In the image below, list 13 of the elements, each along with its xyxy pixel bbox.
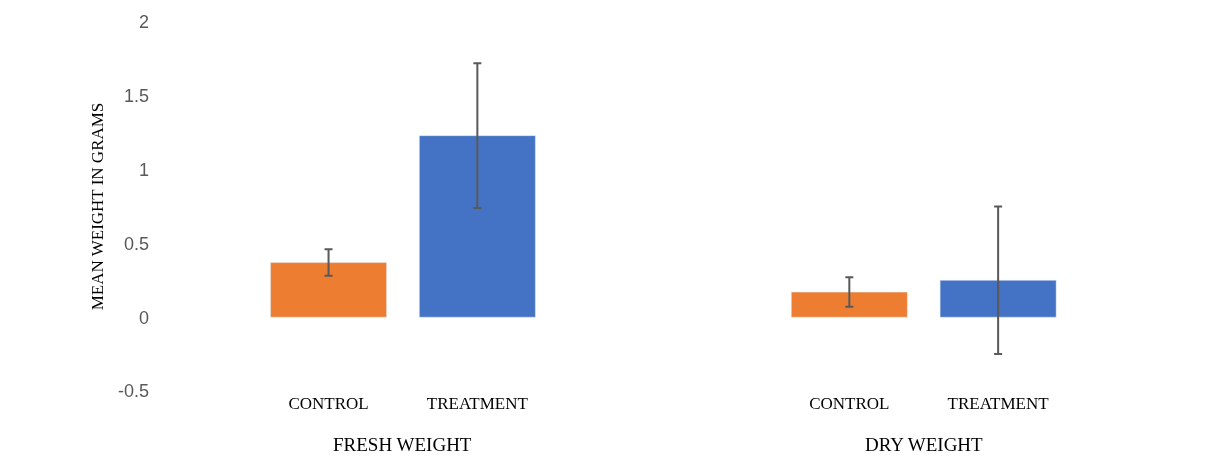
y-tick-label: 0 (138, 307, 149, 328)
y-tick-label: 1 (138, 159, 149, 180)
y-tick-label: 1.5 (123, 86, 149, 107)
y-tick-label: 2 (138, 12, 149, 33)
text: FRESH WEIGHT (333, 434, 472, 455)
y-axis-title: MEAN WEIGHT IN GRAMS (87, 102, 107, 311)
y-tick-label: 0.5 (123, 233, 149, 254)
x-tick-label: TREATMENT (947, 394, 1050, 413)
x-tick-label: TREATMENT (426, 394, 529, 413)
y-tick-label: -0.5 (117, 381, 149, 402)
text: DRY WEIGHT (865, 434, 984, 455)
x-tick-label: CONTROL (288, 394, 369, 413)
x-tick-label: CONTROL (809, 394, 890, 413)
